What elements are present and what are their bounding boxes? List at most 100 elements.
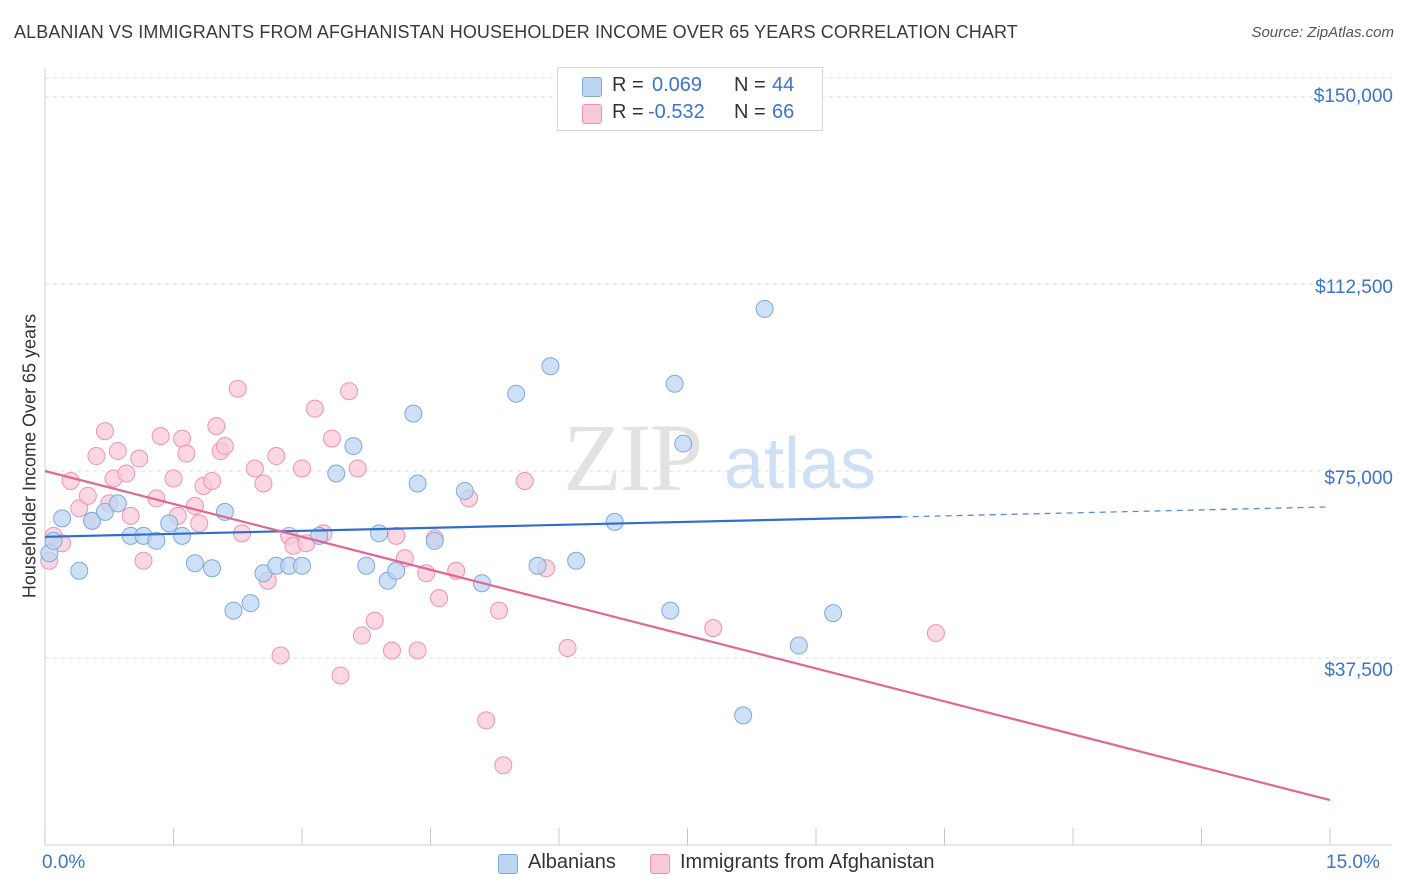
- y-tick-label-75000: $75,000: [1324, 468, 1393, 489]
- legend-n-label: N =: [734, 74, 766, 96]
- albanian-point-38: [661, 601, 680, 620]
- afghanistan-point-38: [293, 459, 311, 478]
- albanian-point-20: [293, 556, 311, 575]
- afghanistan-point-59: [494, 756, 513, 775]
- afghanistan-point-40: [305, 399, 324, 418]
- afghanistan-point-46: [352, 626, 371, 645]
- legend-swatch-pink: [582, 104, 602, 124]
- legend-swatch-blue: [498, 854, 518, 874]
- albanian-point-23: [344, 437, 363, 456]
- afghanistan-point-42: [322, 429, 341, 448]
- albanian-point-39: [665, 374, 684, 393]
- legend-n-value: 44: [772, 74, 795, 96]
- trend-lines: [44, 469, 1331, 802]
- afghanistan-point-21: [177, 444, 196, 463]
- afghanistan-point-26: [207, 417, 226, 436]
- albanian-point-42: [755, 299, 774, 318]
- albanian-point-40: [674, 434, 693, 453]
- albanian-point-25: [370, 524, 389, 543]
- grid-lines: [45, 77, 1392, 659]
- albanian-point-43: [789, 636, 808, 655]
- afghanistan-point-57: [477, 711, 496, 730]
- y-tick-label-37500: $37,500: [1324, 660, 1393, 681]
- watermark-atlas: atlas: [724, 424, 876, 504]
- afghanistan-point-44: [340, 382, 359, 401]
- legend-r-label: R =: [612, 74, 644, 96]
- albanian-point-6: [108, 494, 127, 513]
- albanian-point-41: [734, 706, 753, 725]
- afghanistan-point-5: [78, 486, 97, 505]
- afghanistan-point-20: [173, 429, 192, 448]
- albanian-point-15: [224, 601, 243, 620]
- afghanistan-point-48: [382, 641, 401, 660]
- afghanistan-point-45: [348, 459, 367, 478]
- albanian-point-4: [83, 511, 102, 530]
- afghanistan-point-13: [121, 506, 140, 525]
- albanian-point-13: [203, 559, 222, 578]
- albanian-point-36: [567, 551, 586, 570]
- afghanistan-point-15: [134, 551, 153, 570]
- x-min-label: 0.0%: [42, 852, 86, 873]
- legend-n-label: N =: [734, 101, 766, 123]
- axes: [44, 68, 1392, 846]
- afghanistan-point-25: [203, 471, 222, 490]
- afghanistan-point-32: [254, 474, 273, 493]
- albanian-point-12: [185, 554, 204, 573]
- afghanistan-point-51: [408, 641, 427, 660]
- afghanistan-point-14: [130, 449, 149, 468]
- y-axis-title: Householder Income Over 65 years: [19, 313, 40, 599]
- x-max-label: 15.0%: [1326, 852, 1380, 873]
- afghanistan-point-4: [70, 499, 89, 518]
- legend-n-value: 66: [772, 101, 795, 123]
- legend-r-value: 0.069: [652, 74, 703, 96]
- albanian-point-44: [824, 604, 843, 623]
- albanian-point-37: [605, 512, 624, 531]
- albanian-points: [40, 299, 843, 725]
- afghanistan-point-12: [117, 464, 136, 483]
- legend-r-value: -0.532: [648, 101, 705, 123]
- afghanistan-point-17: [151, 427, 170, 446]
- albanian-trend-line: [44, 515, 902, 538]
- afghanistan-point-8: [95, 422, 114, 441]
- y-tick-label-112500: $112,500: [1315, 277, 1393, 298]
- afghanistan-point-29: [228, 379, 247, 398]
- albanian-point-22: [327, 464, 346, 483]
- afghanistan-point-47: [365, 611, 384, 630]
- albanian-point-28: [404, 404, 423, 423]
- legend-swatch-blue: [582, 77, 602, 97]
- albanian-point-11: [173, 526, 192, 545]
- y-tick-label-150000: $150,000: [1313, 86, 1393, 107]
- afghanistan-points: [40, 379, 945, 775]
- watermark: ZIP atlas: [563, 404, 876, 511]
- albanian-point-27: [387, 561, 406, 580]
- albanian-trend-extension: [901, 506, 1331, 518]
- albanian-point-2: [53, 509, 72, 528]
- chart-title: ALBANIAN VS IMMIGRANTS FROM AFGHANISTAN …: [14, 22, 1018, 42]
- legend-swatch-pink: [650, 854, 670, 874]
- afghanistan-point-63: [704, 619, 723, 638]
- albanian-point-9: [147, 531, 166, 550]
- afghanistan-point-35: [271, 646, 290, 665]
- albanian-point-3: [70, 561, 89, 580]
- albanian-point-35: [541, 357, 560, 376]
- afghanistan-point-31: [245, 459, 264, 478]
- afghanistan-point-62: [558, 639, 577, 658]
- albanian-point-30: [425, 531, 444, 550]
- albanian-point-29: [408, 474, 427, 493]
- afghanistan-point-34: [267, 447, 286, 466]
- legend-r-label: R =: [612, 101, 644, 123]
- afghanistan-point-7: [87, 447, 106, 466]
- afghanistan-point-43: [331, 666, 350, 685]
- afghanistan-point-60: [515, 471, 534, 490]
- albanian-point-31: [455, 481, 474, 500]
- watermark-zip: ZIP: [563, 404, 701, 511]
- albanian-point-24: [357, 556, 376, 575]
- afghanistan-point-11: [108, 442, 127, 461]
- afghanistan-point-28: [215, 437, 234, 456]
- albanian-point-34: [528, 556, 547, 575]
- albanian-point-1: [44, 531, 63, 550]
- albanian-point-33: [507, 384, 526, 403]
- afghanistan-point-64: [926, 624, 945, 643]
- afghanistan-point-18: [164, 469, 183, 488]
